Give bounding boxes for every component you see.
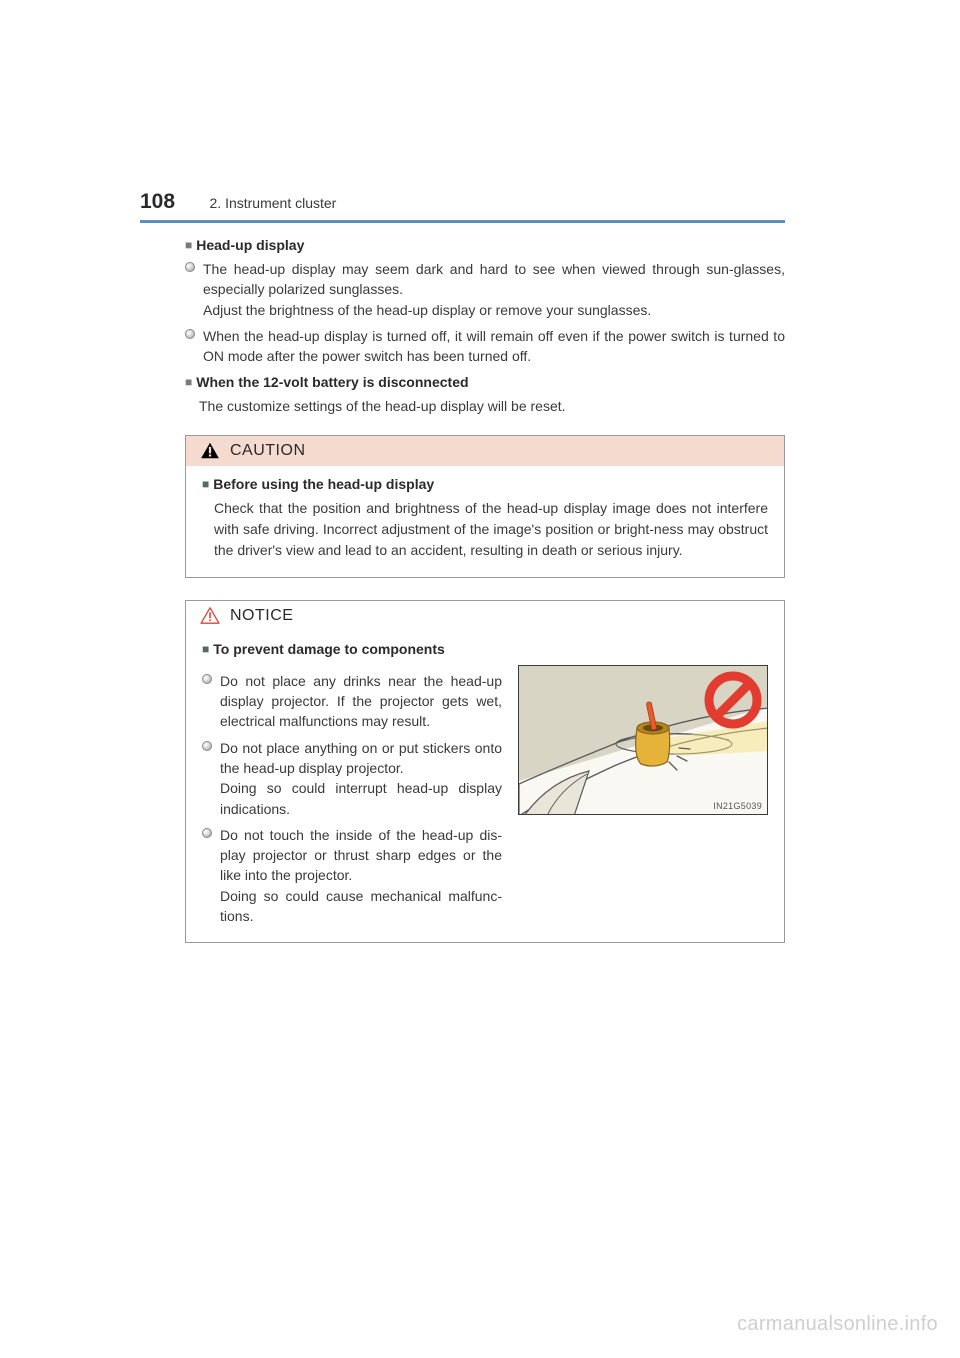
notice-header: NOTICE <box>186 601 784 631</box>
caution-label: CAUTION <box>230 442 306 460</box>
notice-illustration: IN21G5039 <box>518 665 768 815</box>
bullet-text: When the head-up display is turned off, … <box>203 328 785 364</box>
illustration-label: IN21G5039 <box>713 801 762 811</box>
bullet-dot-icon <box>185 262 195 272</box>
warning-triangle-icon <box>200 442 220 459</box>
notice-body: ■ To prevent damage to components Do not … <box>186 631 784 943</box>
bullet-item: When the head-up display is turned off, … <box>185 326 785 367</box>
caution-body: ■ Before using the head-up display Check … <box>186 466 784 577</box>
notice-label: NOTICE <box>230 607 293 625</box>
section-title-text: Head-up display <box>196 237 304 253</box>
bullet-text: Do not place anything on or put stickers… <box>220 740 502 776</box>
square-marker-icon: ■ <box>202 642 209 656</box>
bullet-text: Do not touch the inside of the head-up d… <box>220 827 502 884</box>
section-battery: ■ When the 12-volt battery is disconnecte… <box>185 374 785 416</box>
square-marker-icon: ■ <box>202 477 209 491</box>
bullet-subline: Doing so could interrupt head-up display… <box>220 780 502 816</box>
watermark: carmanualsonline.info <box>737 1313 938 1336</box>
bullet-item: The head-up display may seem dark and ha… <box>185 259 785 320</box>
caution-paragraph: Check that the position and brightness o… <box>202 498 768 561</box>
notice-columns: Do not place any drinks near the head-up… <box>202 665 768 927</box>
section-title-text: When the 12-volt battery is disconnected <box>196 374 468 390</box>
notice-subtitle: ■ To prevent damage to components <box>202 641 768 657</box>
page-header: 108 2. Instrument cluster <box>0 190 960 214</box>
caution-subtitle-text: Before using the head-up display <box>213 476 434 492</box>
notice-subtitle-text: To prevent damage to components <box>213 641 445 657</box>
bullet-dot-icon <box>202 741 212 751</box>
notice-text-column: Do not place any drinks near the head-up… <box>202 665 504 927</box>
bullet-item: Do not touch the inside of the head-up d… <box>202 825 504 926</box>
bullet-subline: Doing so could cause mechanical malfunc-… <box>220 888 502 924</box>
chapter-title: 2. Instrument cluster <box>210 195 337 211</box>
section-headup: ■ Head-up display The head-up display may… <box>185 237 785 366</box>
caution-subtitle: ■ Before using the head-up display <box>202 476 768 492</box>
bullet-dot-icon <box>202 674 212 684</box>
notice-box: NOTICE ■ To prevent damage to components … <box>185 600 785 944</box>
square-marker-icon: ■ <box>185 375 192 389</box>
bullet-item: Do not place any drinks near the head-up… <box>202 671 504 732</box>
warning-triangle-outline-icon <box>200 607 220 624</box>
bullet-item: Do not place anything on or put stickers… <box>202 738 504 819</box>
caution-box: CAUTION ■ Before using the head-up displa… <box>185 435 785 578</box>
bullet-dot-icon <box>185 329 195 339</box>
main-content: ■ Head-up display The head-up display may… <box>0 237 960 417</box>
page: 108 2. Instrument cluster ■ Head-up displ… <box>0 0 960 1358</box>
header-rule-thin <box>140 222 785 223</box>
bullet-text: The head-up display may seem dark and ha… <box>203 261 785 297</box>
section-title: ■ Head-up display <box>185 237 785 253</box>
page-number: 108 <box>140 190 175 214</box>
caution-header: CAUTION <box>186 436 784 466</box>
section-body: The customize settings of the head-up di… <box>185 396 785 416</box>
dashboard-cup-prohibit-icon <box>519 666 768 815</box>
bullet-dot-icon <box>202 828 212 838</box>
square-marker-icon: ■ <box>185 238 192 252</box>
section-title: ■ When the 12-volt battery is disconnecte… <box>185 374 785 390</box>
bullet-subline: Adjust the brightness of the head-up dis… <box>203 302 651 318</box>
bullet-text: Do not place any drinks near the head-up… <box>220 673 502 730</box>
